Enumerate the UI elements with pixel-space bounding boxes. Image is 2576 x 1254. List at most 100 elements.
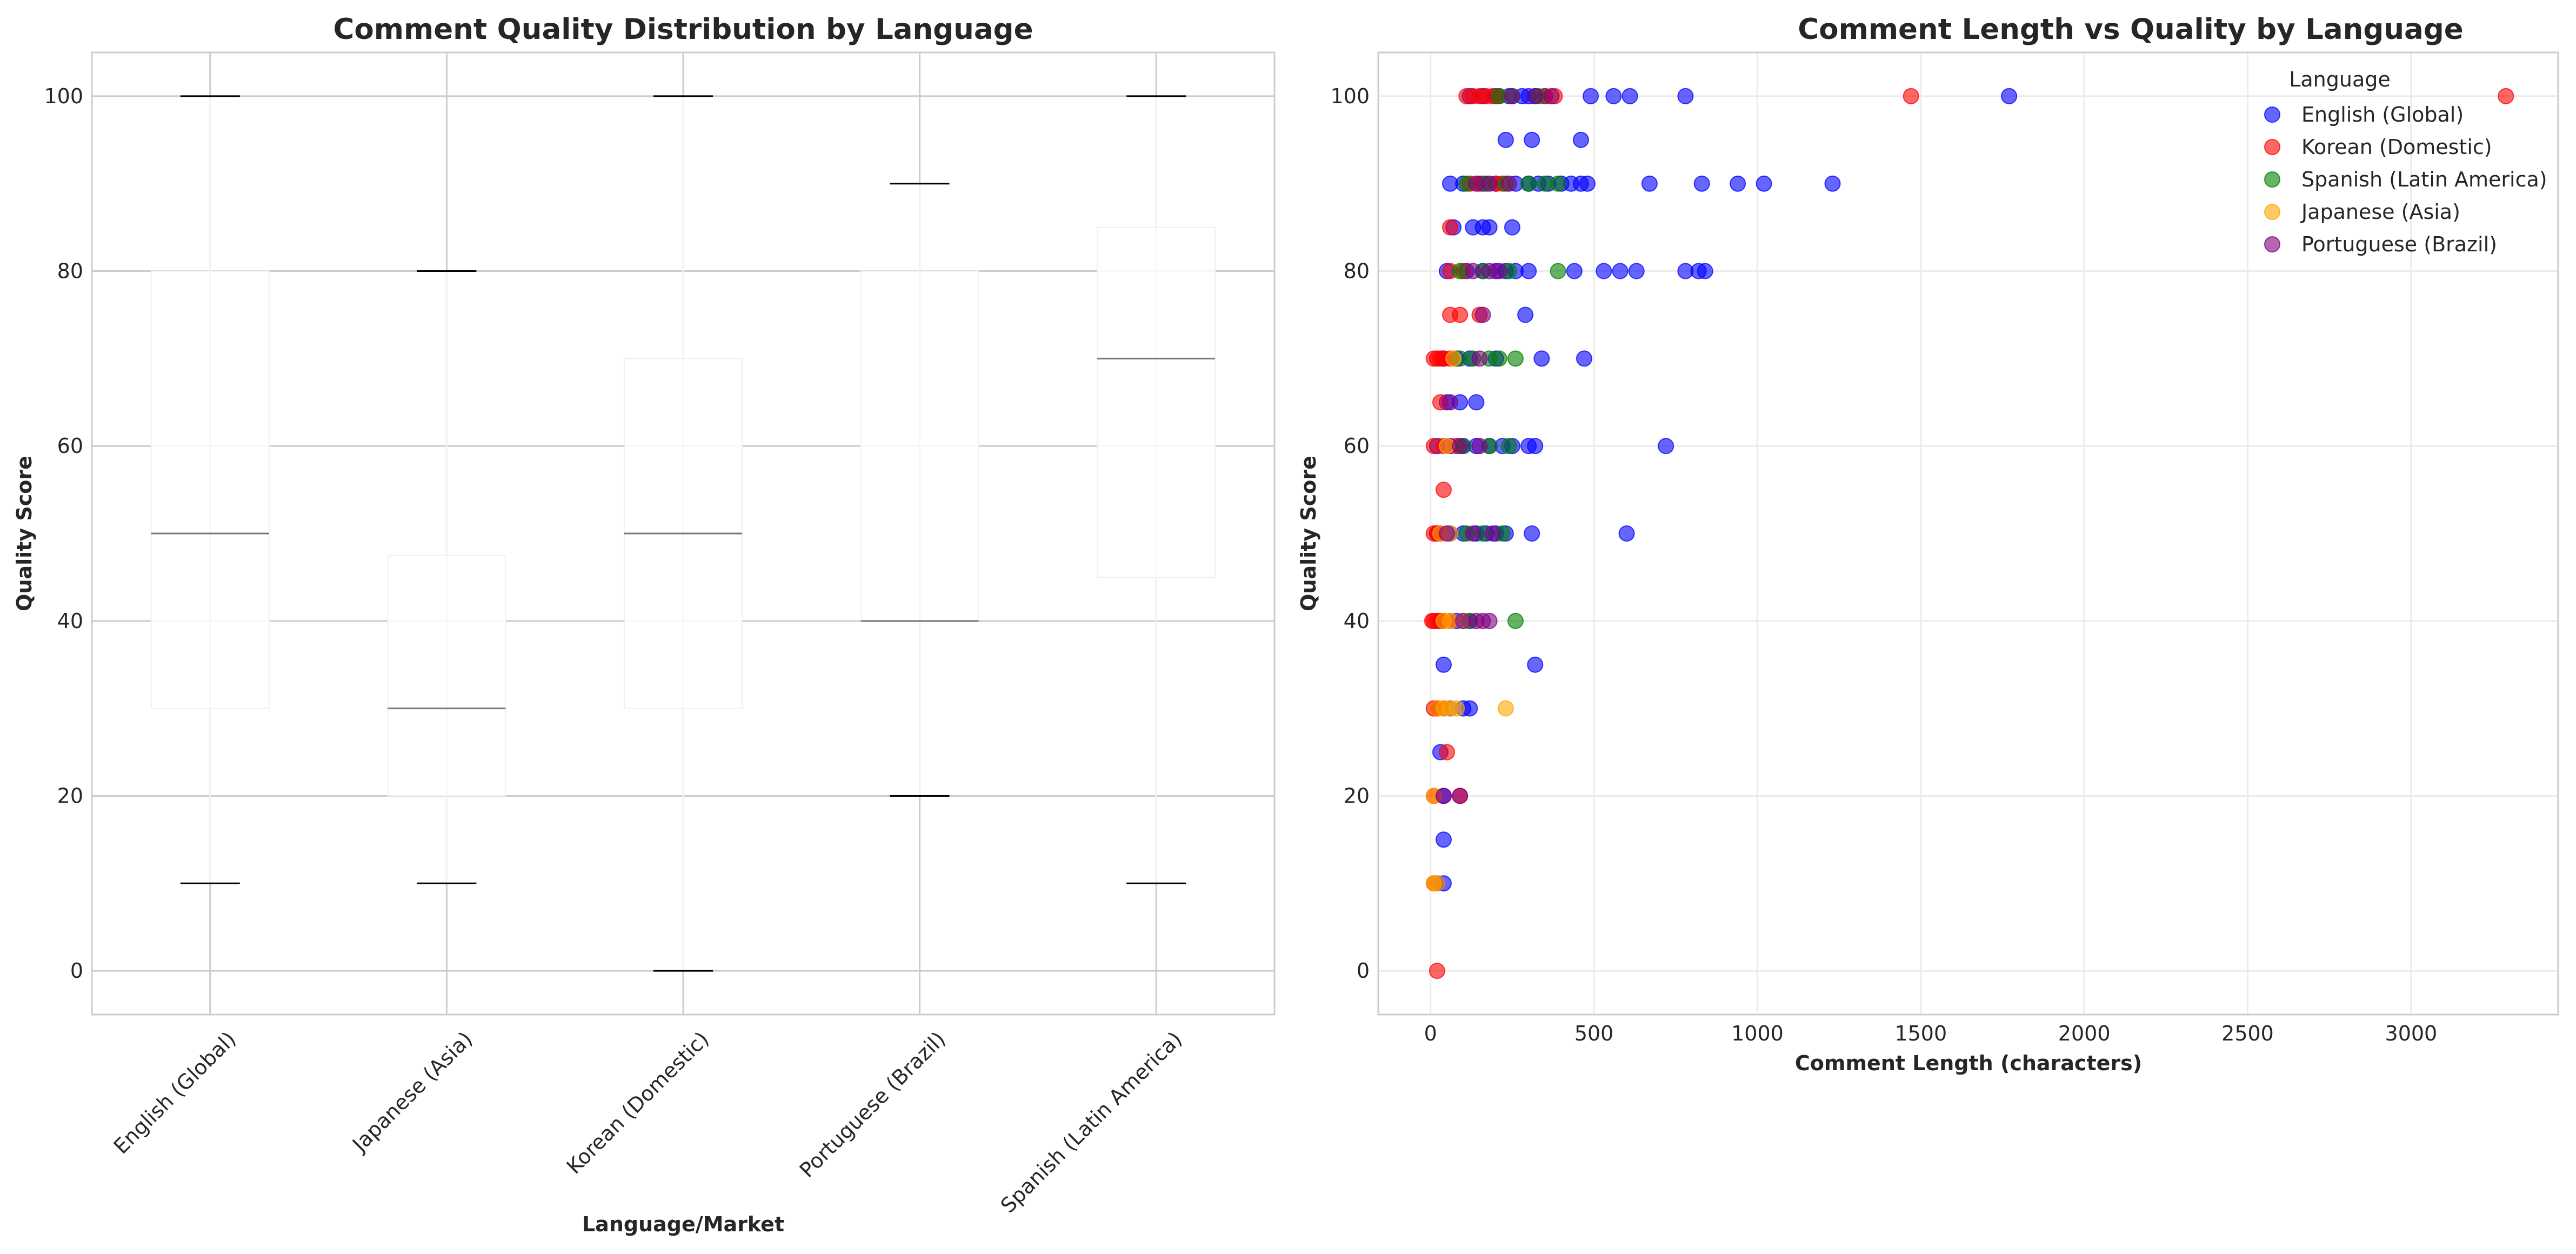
scatter-point — [1527, 88, 1544, 104]
scatter-point — [1500, 175, 1517, 192]
scatter-point — [1435, 788, 1452, 804]
scatter-point — [1449, 700, 1465, 717]
scatter-point — [1474, 306, 1491, 323]
scatter-point — [1491, 350, 1507, 367]
scatter-point — [1468, 394, 1485, 411]
scatter-point — [1442, 394, 1459, 411]
scatter-point — [1481, 612, 1498, 629]
scatter-point — [1445, 350, 1462, 367]
scatter-point — [1693, 175, 1710, 192]
scatter-point — [1596, 263, 1612, 279]
box-iqr — [387, 555, 506, 797]
scatter-panel: Comment Length vs Quality by Language 0 2… — [1297, 13, 2559, 1075]
scatter-point — [1435, 482, 1452, 498]
scatter-point — [1677, 88, 1694, 104]
scatter-point — [1527, 438, 1544, 455]
scatter-point — [1471, 438, 1488, 455]
scatter-point — [1903, 88, 1919, 104]
scatter-point — [2001, 88, 2018, 104]
boxplot-ytick-label: 80 — [57, 259, 83, 283]
scatter-point — [1438, 744, 1455, 761]
scatter-point — [1520, 263, 1537, 279]
scatter-point — [1524, 525, 1540, 542]
scatter-points — [1424, 88, 2514, 979]
box-iqr — [150, 270, 270, 709]
boxplot-ytick-label: 40 — [57, 609, 83, 633]
scatter-point — [1697, 263, 1713, 279]
scatter-point — [1435, 656, 1452, 673]
scatter-point — [1465, 525, 1481, 542]
scatter-ytick-label: 60 — [1344, 434, 1370, 458]
scatter-point — [1543, 88, 1560, 104]
scatter-point — [1507, 612, 1524, 629]
box-korean-domestic — [624, 95, 743, 972]
scatter-legend: Language English (Global) Korean (Domesti… — [2264, 68, 2547, 256]
scatter-point — [1497, 700, 1514, 717]
scatter-xtick-label: 3000 — [2385, 1022, 2438, 1045]
scatter-yticks: 0 20 40 60 80 100 — [1330, 84, 1370, 983]
scatter-xtick-label: 0 — [1424, 1022, 1437, 1045]
scatter-point — [1550, 263, 1566, 279]
scatter-point — [1481, 219, 1498, 236]
scatter-point — [1504, 88, 1520, 104]
scatter-point — [1583, 88, 1599, 104]
box-english-global — [150, 95, 270, 884]
scatter-point — [2498, 88, 2514, 104]
scatter-xtick-label: 500 — [1574, 1022, 1614, 1045]
scatter-ytick-label: 20 — [1344, 784, 1370, 808]
boxplot-ytick-label: 0 — [70, 959, 83, 983]
legend-title: Language — [2289, 68, 2391, 91]
scatter-point — [1527, 656, 1544, 673]
boxplot-xlabel: Language/Market — [582, 1212, 784, 1236]
scatter-point — [1429, 875, 1445, 892]
scatter-xticks: 0 500 1000 1500 2000 2500 3000 — [1424, 1022, 2438, 1045]
scatter-point — [1484, 525, 1501, 542]
scatter-xtick-label: 1000 — [1731, 1022, 1784, 1045]
boxplot-xtick-label: Spanish (Latin America) — [996, 1027, 1187, 1218]
scatter-point — [1612, 263, 1629, 279]
boxplot-xtick-label: English (Global) — [109, 1027, 241, 1158]
scatter-point — [1572, 131, 1589, 148]
scatter-point — [1517, 306, 1534, 323]
boxplot-ytick-label: 20 — [57, 784, 83, 808]
scatter-xtick-label: 1500 — [1894, 1022, 1947, 1045]
scatter-point — [1618, 525, 1635, 542]
box-iqr — [860, 270, 979, 622]
scatter-point — [1730, 175, 1746, 192]
legend-label: Spanish (Latin America) — [2301, 168, 2547, 191]
scatter-point — [1566, 263, 1583, 279]
scatter-point — [1471, 350, 1488, 367]
boxplot-boxes — [150, 95, 1216, 972]
scatter-grid — [1378, 52, 2558, 1015]
boxplot-yticks: 0 20 40 60 80 100 — [44, 84, 83, 983]
scatter-ylabel: Quality Score — [1297, 456, 1320, 611]
scatter-axes-frame — [1377, 51, 2559, 1016]
boxplot-axes-frame — [91, 51, 1276, 1016]
legend-marker — [2264, 204, 2280, 220]
scatter-point — [1452, 438, 1469, 455]
scatter-point — [1520, 175, 1537, 192]
boxplot-xtick-label: Japanese (Asia) — [347, 1027, 477, 1157]
scatter-xtick-label: 2000 — [2058, 1022, 2111, 1045]
legend-marker — [2264, 171, 2280, 188]
scatter-point — [1438, 525, 1455, 542]
series-portuguese-brazil — [1435, 88, 1560, 804]
legend-label: English (Global) — [2301, 103, 2464, 126]
scatter-point — [1524, 131, 1540, 148]
boxplot-panel: Comment Quality Distribution by Language… — [12, 13, 1276, 1236]
scatter-point — [1429, 963, 1445, 979]
boxplot-title: Comment Quality Distribution by Language — [333, 13, 1033, 46]
box-spanish-latin-america — [1097, 95, 1216, 884]
boxplot-ytick-label: 100 — [44, 84, 83, 108]
legend-marker — [2264, 106, 2280, 123]
scatter-point — [1533, 350, 1550, 367]
scatter-point — [1442, 219, 1459, 236]
scatter-point — [1579, 175, 1596, 192]
scatter-point — [1605, 88, 1622, 104]
scatter-point — [1491, 263, 1507, 279]
scatter-point — [1576, 350, 1592, 367]
scatter-point — [1465, 263, 1481, 279]
scatter-point — [1504, 219, 1520, 236]
scatter-point — [1452, 788, 1469, 804]
